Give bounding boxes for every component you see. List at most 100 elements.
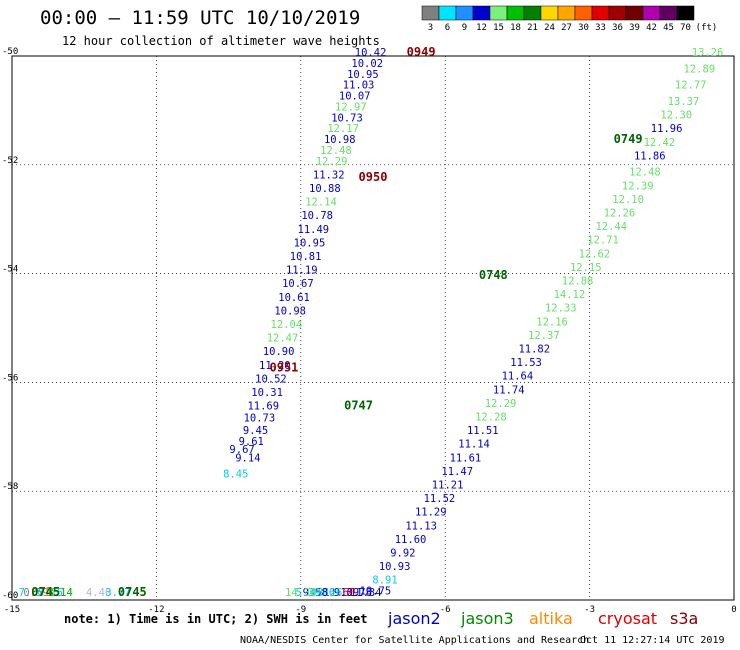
grid-lines xyxy=(12,56,734,600)
swh-value-other: 3.14 xyxy=(47,587,72,599)
colorbar-label: 21 xyxy=(527,23,538,33)
swh-value-jason3: 11.51 xyxy=(467,425,499,437)
credit-text: NOAA/NESDIS Center for Satellite Applica… xyxy=(240,635,589,646)
swh-value-jason2: 12.29 xyxy=(316,156,348,168)
swh-value-jason3: 12.28 xyxy=(475,411,507,423)
swh-value-jason2: 9.14 xyxy=(235,452,260,464)
swh-value-jason3: 12.89 xyxy=(684,63,716,75)
swh-value-jason2: 10.02 xyxy=(351,58,383,70)
swh-value-jason2: 9.61 xyxy=(239,436,264,448)
plot-area: -15 -12 -9 -6 -3 0-50-52-54-56-58-60 10.4210.… xyxy=(2,45,737,615)
colorbar-label: 24 xyxy=(544,23,555,33)
colorbar-swatch xyxy=(421,5,440,21)
swh-value-jason3: 5.39 xyxy=(295,587,320,599)
swh-value-jason2: 10.90 xyxy=(263,346,295,358)
swh-value-jason2: 11.03 xyxy=(343,80,375,92)
swh-value-jason3: 11.61 xyxy=(450,452,482,464)
colorbar-swatch xyxy=(540,5,559,21)
swh-value-other: 5.15 xyxy=(38,587,63,599)
swh-value-jason2: 10.81 xyxy=(290,251,322,263)
time-label: 0755 xyxy=(31,585,60,599)
colorbar-swatch xyxy=(455,5,474,21)
swh-value-jason3: 10.78 xyxy=(340,587,372,599)
swh-value-jason2: 10.67 xyxy=(282,278,314,290)
colorbar-swatch xyxy=(642,5,661,21)
swh-value-jason3: 12.30 xyxy=(660,110,692,122)
swh-value-jason2: 10.42 xyxy=(355,47,387,59)
swh-value-other: 3.77 xyxy=(105,587,130,599)
swh-value-jason2: 10.73 xyxy=(244,413,276,425)
satellite-cryosat: cryosat xyxy=(598,609,657,628)
swh-value-jason3: 12.33 xyxy=(545,303,577,315)
swh-value-jason2: 9.45 xyxy=(243,425,268,437)
colorbar-swatch xyxy=(438,5,457,21)
swh-value-jason2: 10.61 xyxy=(278,292,310,304)
y-tick-label: -56 xyxy=(2,373,18,383)
swh-value-jason2: 12.48 xyxy=(320,145,352,157)
swh-value-jason3: 11.29 xyxy=(415,507,447,519)
y-tick-label: -50 xyxy=(2,47,18,57)
colorbar-swatch xyxy=(625,5,644,21)
swh-value-jason3: 11.96 xyxy=(651,123,683,135)
swh-value-jason3: 11.60 xyxy=(395,534,427,546)
swh-value-jason3: 12.48 xyxy=(629,167,661,179)
data-labels: 10.4210.0210.9511.0310.0712.9710.7312.17… xyxy=(19,47,724,599)
y-tick-label: -58 xyxy=(2,482,18,492)
x-tick-label: -3 xyxy=(584,605,595,615)
swh-value-jason2: 12.17 xyxy=(327,123,359,135)
swh-value-jason3: 12.26 xyxy=(604,207,636,219)
swh-value-jason3: 12.44 xyxy=(595,221,627,233)
swh-value-jason3: 11.52 xyxy=(424,493,456,505)
swh-value-jason3: 9.39 xyxy=(334,587,359,599)
x-tick-label: -12 xyxy=(148,605,164,615)
swh-value-jason2: 12.14 xyxy=(305,197,337,209)
satellite-s3a: s3a xyxy=(670,609,698,628)
time-label: 0748 xyxy=(479,268,508,282)
swh-value-other: 7.00 xyxy=(19,587,44,599)
swh-value-jason2: 10.78 xyxy=(301,210,333,222)
swh-value-jason2: 10.07 xyxy=(339,91,371,103)
swh-value-jason3: 12.62 xyxy=(579,248,611,260)
swh-value-jason2: 11.32 xyxy=(313,169,345,181)
colorbar-label: 15 xyxy=(493,23,504,33)
satellite-altika: altika xyxy=(529,609,573,628)
y-tick-label: -52 xyxy=(2,156,18,166)
x-tick-label: -9 xyxy=(295,605,306,615)
colorbar-label: 33 xyxy=(595,23,606,33)
chart-title: 00:00 – 11:59 UTC 10/10/2019 xyxy=(40,7,360,29)
swh-value-jason3: 12.29 xyxy=(485,398,517,410)
swh-value-jason3: 10.75 xyxy=(360,586,392,598)
swh-value-jason2: 10.95 xyxy=(294,237,326,249)
swh-value-jason3: 13.26 xyxy=(692,47,724,59)
swh-value-jason3: 12.37 xyxy=(528,330,560,342)
swh-value-jason3: 12.10 xyxy=(612,194,644,206)
colorbar-swatch xyxy=(574,5,593,21)
swh-value-jason2: 11.69 xyxy=(247,401,279,413)
swh-value-jason3: 12.77 xyxy=(675,80,707,92)
colorbar-label: 27 xyxy=(561,23,572,33)
swh-value-jason3: 9.58 xyxy=(303,587,328,599)
time-label: 0949 xyxy=(407,45,436,59)
colorbar-label: 39 xyxy=(629,23,640,33)
swh-value-jason3: 11.13 xyxy=(405,520,437,532)
time-label: 0951 xyxy=(270,361,299,375)
colorbar-label: 18 xyxy=(510,23,521,33)
swh-value-jason3: 12.88 xyxy=(562,275,594,287)
y-tick-label: -54 xyxy=(2,265,18,275)
colorbar-label: 9 xyxy=(462,23,467,33)
swh-value-jason3: 4.86 xyxy=(310,587,335,599)
swh-value-jason3: 9.92 xyxy=(390,547,415,559)
swh-value-jason2: 11.20 xyxy=(259,360,291,372)
time-label: 0749 xyxy=(614,132,643,146)
swh-value-jason3: 11.53 xyxy=(510,357,542,369)
swh-value-jason3: 11.21 xyxy=(432,479,464,491)
time-label: 0950 xyxy=(359,170,388,184)
colorbar-swatch xyxy=(472,5,491,21)
swh-value-jason2: 10.73 xyxy=(331,112,363,124)
colorbar-swatch xyxy=(659,5,678,21)
colorbar-legend: 3 6 9 12 15 18 21 24 27 30 33 36 39 42 45 70 (ft) xyxy=(421,5,717,33)
swh-value-jason2: 10.31 xyxy=(251,387,283,399)
swh-value-other: 4.40 xyxy=(86,587,111,599)
